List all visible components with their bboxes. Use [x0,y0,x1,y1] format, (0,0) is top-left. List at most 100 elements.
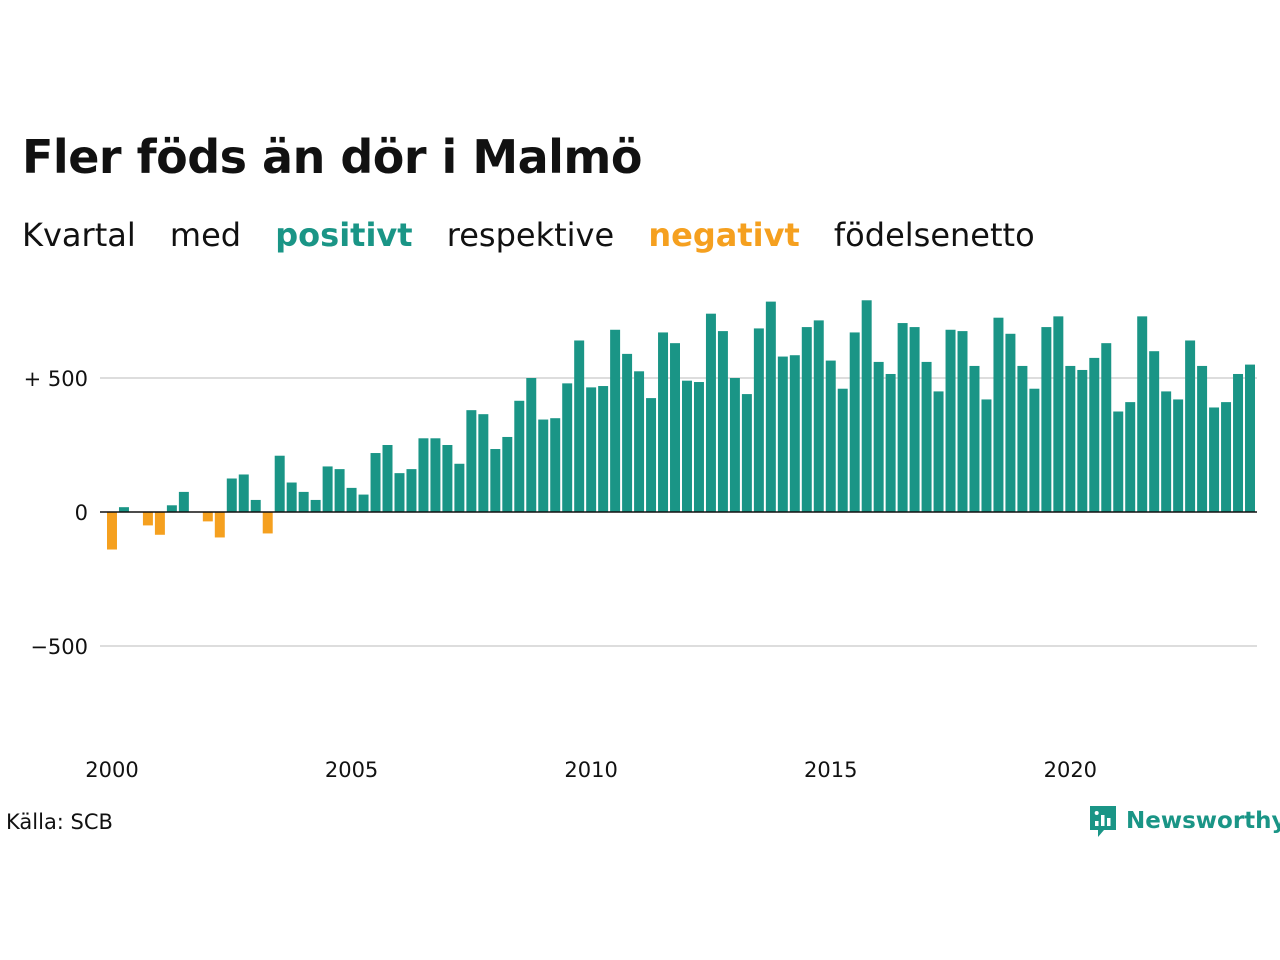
bar [897,323,908,512]
y-tick-label: −500 [30,635,88,659]
bar [442,445,453,512]
bar [969,365,980,512]
bar [1149,351,1160,512]
bar [789,355,800,512]
bar-chart-speech-icon [1090,806,1116,837]
bar [1197,365,1208,512]
bar [454,463,465,512]
bar [909,327,920,512]
bar [1041,327,1052,512]
bar [825,360,836,512]
bar [502,436,513,512]
bar [214,512,225,538]
chart-title: Fler föds än dör i Malmö [22,130,642,184]
bar [118,507,129,512]
bar [394,473,405,512]
bar [286,482,297,512]
bar [1161,391,1172,512]
subtitle-negative-label: negativt [648,216,800,254]
y-tick-label: 0 [75,501,88,525]
bar [1125,402,1136,512]
bar [322,466,333,512]
bar [1005,333,1016,512]
chart-subtitle: Kvartal med positivt respektive negativt… [22,216,1059,254]
bar [1113,411,1124,512]
bar [729,378,740,512]
bar [166,505,177,512]
subtitle-text-respektive: respektive [446,216,615,254]
bar [837,388,848,512]
y-tick-label: + 500 [24,367,88,391]
bar [514,400,525,512]
bar [226,478,237,512]
bar [885,373,896,512]
bar [1089,357,1100,512]
bar [430,438,441,512]
bar [765,301,776,512]
bar [1209,407,1220,512]
bar [693,382,704,512]
bar [705,313,716,512]
subtitle-text-med: med [169,216,242,254]
bar [107,512,117,550]
bar [1173,399,1184,512]
bar [310,499,321,512]
bar [777,356,788,512]
x-tick-label: 2015 [804,758,857,782]
bar [933,391,944,512]
bar [682,380,692,512]
bar [346,487,357,512]
bar [1053,316,1064,512]
subtitle-text-fodelsenetto: födelsenetto [833,216,1035,254]
brand-logo: Newsworthy [1088,804,1280,838]
bar [610,329,621,512]
bar [142,512,153,526]
x-tick-label: 2010 [564,758,617,782]
bar [262,512,273,534]
bar [598,386,609,512]
subtitle-text-kvartal: Kvartal [22,216,136,254]
bar [466,410,477,512]
bar [670,343,680,512]
bar [753,328,764,512]
x-tick-label: 2005 [325,758,378,782]
bar [586,387,597,512]
bar [526,378,537,512]
bar [981,399,992,512]
bar [202,512,213,522]
source-note: Källa: SCB [6,810,113,834]
bar [1065,365,1076,512]
bar [646,398,657,512]
bar [861,300,872,512]
bar [1029,388,1040,512]
bar [478,414,489,512]
bar [1017,365,1028,512]
bar [538,419,549,512]
bar [1101,343,1112,512]
bar [957,331,968,512]
bar [993,317,1004,512]
bar [574,340,585,512]
bar [921,361,932,512]
subtitle-positive-label: positivt [275,216,413,254]
bar [1245,364,1255,512]
brand-name: Newsworthy [1126,808,1280,834]
bar [634,371,645,512]
bar [382,445,393,512]
bar [945,329,956,512]
x-tick-label: 2020 [1044,758,1097,782]
bar [370,453,381,512]
bar [1185,340,1196,512]
bar [849,332,860,512]
bar [418,438,429,512]
bar [1077,369,1088,512]
bar [490,449,501,512]
x-tick-label: 2000 [85,758,138,782]
bar [1233,373,1244,512]
bar [298,491,309,512]
bar [741,394,752,512]
bar [358,494,369,512]
bar [550,418,561,512]
bar [1137,316,1148,512]
bar [717,331,728,512]
